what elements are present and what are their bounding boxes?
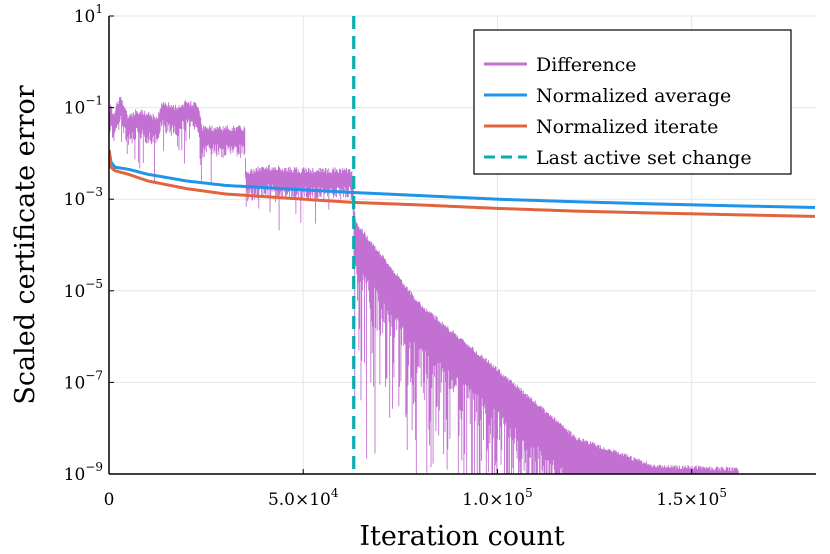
legend-label-2: Normalized iterate <box>536 116 718 138</box>
y-tick-label-3: 10−3 <box>64 185 103 210</box>
legend-label-1: Normalized average <box>536 85 731 107</box>
x-tick-label-1: 5.0×104 <box>268 486 339 510</box>
axes <box>108 16 816 475</box>
legend-label-3: Last active set change <box>536 147 752 169</box>
series-difference <box>109 96 739 474</box>
series-normalized-iterate <box>109 149 816 218</box>
y-axis-title: Scaled certificate error <box>10 85 41 404</box>
y-tick-label-1: 10−7 <box>64 368 103 393</box>
x-tick-label-2: 1.0×105 <box>462 486 533 510</box>
y-tick-label-4: 10−1 <box>64 94 103 119</box>
series-normalized-average <box>109 149 816 209</box>
y-tick-label-0: 10−9 <box>64 460 103 485</box>
legend: Difference Normalized average Normalized i… <box>473 29 792 175</box>
legend-box <box>473 29 792 175</box>
legend-label-0: Difference <box>536 54 637 76</box>
y-tick-label-2: 10−5 <box>64 277 103 302</box>
x-tick-label-3: 1.5×105 <box>656 486 727 510</box>
y-tick-label-5: 101 <box>74 2 103 27</box>
series-layer <box>109 16 816 474</box>
y-ticks: 10−9 10−7 10−5 10−3 10−1 101 <box>64 2 114 485</box>
x-tick-label-0: 0 <box>104 490 115 510</box>
x-axis-title: Iteration count <box>359 521 564 552</box>
x-ticks: 0 5.0×104 1.0×105 1.5×105 <box>104 469 727 510</box>
